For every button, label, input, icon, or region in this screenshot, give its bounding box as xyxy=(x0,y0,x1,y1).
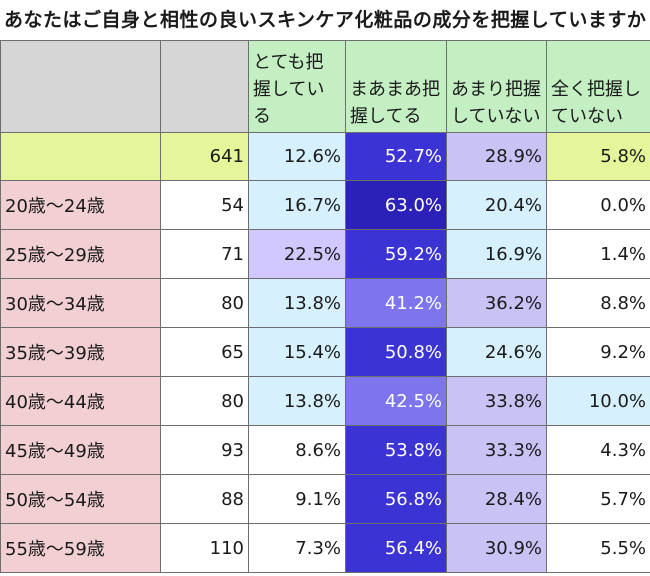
value-cell-4: 4.3% xyxy=(546,425,650,475)
count-cell: 80 xyxy=(160,278,249,328)
value-cell-2: 56.8% xyxy=(345,474,447,524)
total-value-3: 28.9% xyxy=(446,132,547,181)
total-value-4: 5.8% xyxy=(546,132,650,181)
value-cell-3: 36.2% xyxy=(446,278,547,328)
value-cell-1: 13.8% xyxy=(248,376,346,426)
value-cell-1: 15.4% xyxy=(248,327,346,377)
age-label: 25歳〜29歳 xyxy=(0,229,161,279)
count-cell: 71 xyxy=(160,229,249,279)
value-cell-1: 22.5% xyxy=(248,229,346,279)
count-cell: 65 xyxy=(160,327,249,377)
value-cell-1: 8.6% xyxy=(248,425,346,475)
data-table: とても把握している まあまあ把握してる あまり把握していない 全く把握していない… xyxy=(0,40,650,573)
value-cell-4: 5.7% xyxy=(546,474,650,524)
age-label: 50歳〜54歳 xyxy=(0,474,161,524)
age-label: 45歳〜49歳 xyxy=(0,425,161,475)
count-cell: 110 xyxy=(160,523,249,573)
value-cell-4: 9.2% xyxy=(546,327,650,377)
total-value-1: 12.6% xyxy=(248,132,346,181)
value-cell-2: 56.4% xyxy=(345,523,447,573)
table-row: 35歳〜39歳 65 15.4% 50.8% 24.6% 9.2% xyxy=(0,327,650,377)
value-cell-3: 16.9% xyxy=(446,229,547,279)
value-cell-3: 33.3% xyxy=(446,425,547,475)
total-label xyxy=(0,132,161,181)
count-cell: 54 xyxy=(160,180,249,230)
header-cell-fully-aware: とても把握している xyxy=(248,40,346,133)
total-count: 641 xyxy=(160,132,249,181)
table-row: 40歳〜44歳 80 13.8% 42.5% 33.8% 10.0% xyxy=(0,376,650,426)
table-title: あなたはご自身と相性の良いスキンケア化粧品の成分を把握していますか xyxy=(4,9,647,31)
value-cell-1: 16.7% xyxy=(248,180,346,230)
value-cell-1: 9.1% xyxy=(248,474,346,524)
table-row: 20歳〜24歳 54 16.7% 63.0% 20.4% 0.0% xyxy=(0,180,650,230)
table-row: 30歳〜34歳 80 13.8% 41.2% 36.2% 8.8% xyxy=(0,278,650,328)
value-cell-2: 42.5% xyxy=(345,376,447,426)
table-row: 25歳〜29歳 71 22.5% 59.2% 16.9% 1.4% xyxy=(0,229,650,279)
header-cell-mostly-aware: まあまあ把握してる xyxy=(345,40,447,133)
header-cell-not-very-aware: あまり把握していない xyxy=(446,40,547,133)
value-cell-1: 13.8% xyxy=(248,278,346,328)
total-value-2: 52.7% xyxy=(345,132,447,181)
value-cell-3: 33.8% xyxy=(446,376,547,426)
age-label: 55歳〜59歳 xyxy=(0,523,161,573)
age-label: 30歳〜34歳 xyxy=(0,278,161,328)
table-row: 55歳〜59歳 110 7.3% 56.4% 30.9% 5.5% xyxy=(0,523,650,573)
value-cell-1: 7.3% xyxy=(248,523,346,573)
value-cell-4: 10.0% xyxy=(546,376,650,426)
value-cell-3: 20.4% xyxy=(446,180,547,230)
header-cell-not-aware: 全く把握していない xyxy=(546,40,650,133)
value-cell-2: 53.8% xyxy=(345,425,447,475)
value-cell-4: 5.5% xyxy=(546,523,650,573)
value-cell-2: 63.0% xyxy=(345,180,447,230)
value-cell-2: 41.2% xyxy=(345,278,447,328)
value-cell-4: 1.4% xyxy=(546,229,650,279)
value-cell-3: 28.4% xyxy=(446,474,547,524)
value-cell-4: 0.0% xyxy=(546,180,650,230)
header-cell-label xyxy=(0,40,161,133)
value-cell-3: 24.6% xyxy=(446,327,547,377)
header-row: とても把握している まあまあ把握してる あまり把握していない 全く把握していない xyxy=(0,40,650,133)
value-cell-3: 30.9% xyxy=(446,523,547,573)
table-row: 50歳〜54歳 88 9.1% 56.8% 28.4% 5.7% xyxy=(0,474,650,524)
count-cell: 80 xyxy=(160,376,249,426)
value-cell-2: 59.2% xyxy=(345,229,447,279)
value-cell-4: 8.8% xyxy=(546,278,650,328)
total-row: 641 12.6% 52.7% 28.9% 5.8% xyxy=(0,132,650,181)
value-cell-2: 50.8% xyxy=(345,327,447,377)
count-cell: 88 xyxy=(160,474,249,524)
age-label: 20歳〜24歳 xyxy=(0,180,161,230)
count-cell: 93 xyxy=(160,425,249,475)
header-cell-count xyxy=(160,40,249,133)
age-label: 40歳〜44歳 xyxy=(0,376,161,426)
table-row: 45歳〜49歳 93 8.6% 53.8% 33.3% 4.3% xyxy=(0,425,650,475)
age-label: 35歳〜39歳 xyxy=(0,327,161,377)
